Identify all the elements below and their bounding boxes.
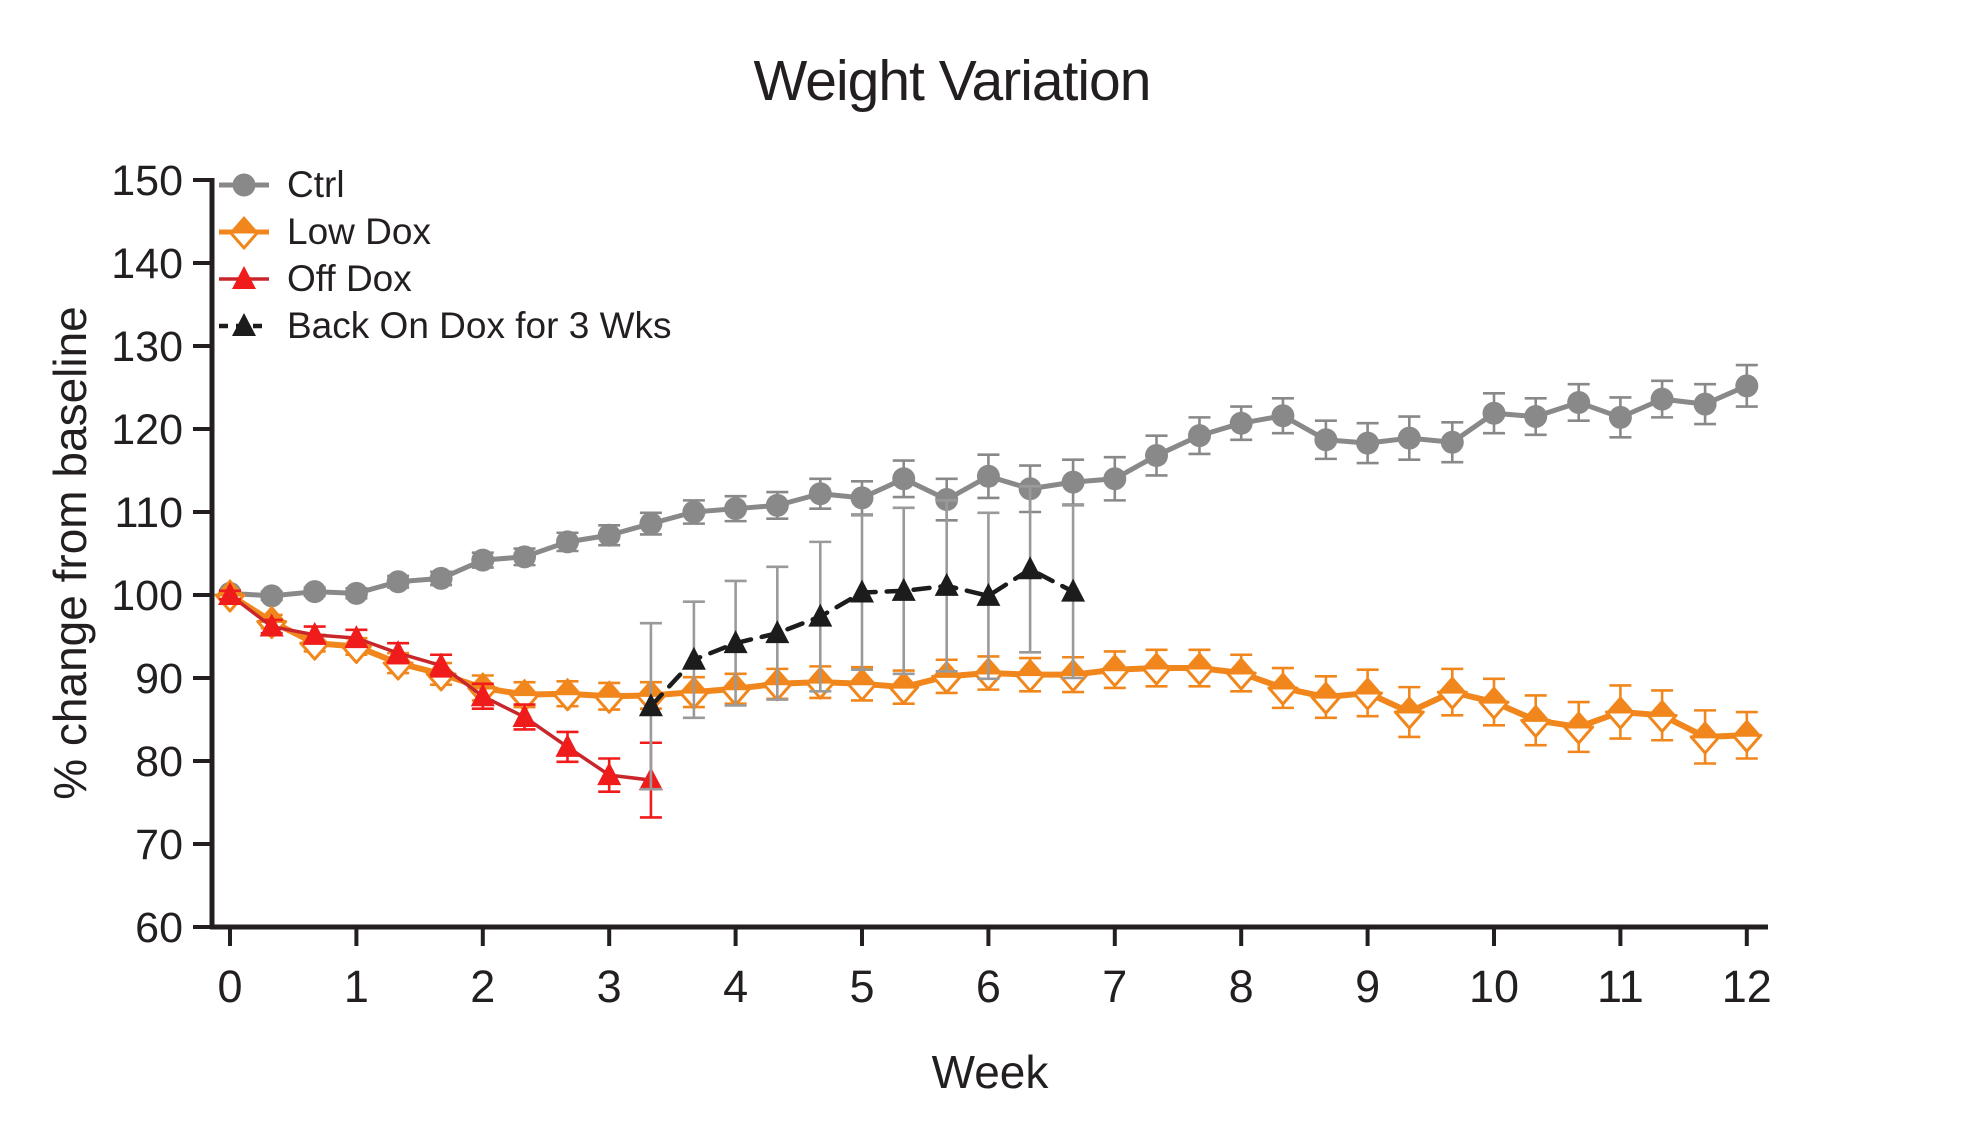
legend-label-low-dox: Low Dox bbox=[287, 210, 431, 252]
y-tick-label: 70 bbox=[135, 821, 183, 869]
markers-back-on-dox-for-3-wks bbox=[638, 556, 1086, 717]
x-tick-label: 4 bbox=[723, 961, 748, 1012]
x-tick-label: 0 bbox=[217, 961, 242, 1012]
legend-label-off-dox: Off Dox bbox=[287, 257, 412, 299]
x-tick-label: 8 bbox=[1229, 961, 1254, 1012]
y-tick-label: 140 bbox=[111, 240, 183, 288]
y-tick-label: 120 bbox=[111, 406, 183, 454]
y-tick-label: 130 bbox=[111, 323, 183, 371]
y-tick-label: 110 bbox=[114, 489, 183, 537]
legend-item-back-on-dox-for-3-wks: Back On Dox for 3 Wks bbox=[216, 302, 672, 349]
chart-title: Weight Variation bbox=[753, 49, 1152, 113]
legend-swatch-off-dox bbox=[219, 265, 269, 289]
y-tick-label: 100 bbox=[111, 572, 183, 620]
x-tick-label: 10 bbox=[1469, 961, 1519, 1012]
x-tick-label: 1 bbox=[344, 961, 369, 1012]
series-off-dox bbox=[218, 582, 663, 819]
legend-label-back-on-dox-for-3-wks: Back On Dox for 3 Wks bbox=[287, 304, 672, 346]
x-axis-label: Week bbox=[931, 1046, 1049, 1098]
x-tick-label: 9 bbox=[1355, 961, 1380, 1012]
legend-swatch-back-on-dox-for-3-wks bbox=[219, 312, 269, 336]
legend: Ctrl Low Dox Off Dox Back On Dox for 3 Wks bbox=[216, 161, 672, 349]
legend-item-low-dox: Low Dox bbox=[216, 208, 672, 255]
x-tick-label: 3 bbox=[597, 961, 622, 1012]
y-axis-ticks: 60 70 80 90 100 110 120 130 140 150 bbox=[111, 157, 212, 952]
legend-label-ctrl: Ctrl bbox=[287, 163, 345, 205]
y-tick-label: 150 bbox=[111, 157, 183, 205]
legend-swatch-low-dox bbox=[219, 215, 269, 249]
x-tick-label: 11 bbox=[1597, 961, 1644, 1012]
y-tick-label: 80 bbox=[135, 738, 183, 786]
legend-item-ctrl: Ctrl bbox=[216, 161, 672, 208]
x-tick-label: 7 bbox=[1102, 961, 1127, 1012]
legend-swatch-ctrl bbox=[219, 173, 269, 196]
error-bars-back-on-dox-for-3-wks bbox=[639, 484, 1085, 791]
legend-item-off-dox: Off Dox bbox=[216, 255, 672, 302]
series-ctrl bbox=[218, 363, 1759, 608]
y-tick-label: 90 bbox=[135, 655, 183, 703]
x-tick-label: 5 bbox=[849, 961, 874, 1012]
y-tick-label: 60 bbox=[135, 904, 183, 952]
x-tick-label: 6 bbox=[976, 961, 1001, 1012]
series-back-on-dox-for-3-wks bbox=[638, 484, 1086, 791]
error-bars-off-dox bbox=[219, 589, 662, 819]
x-axis-ticks: 0 1 2 3 4 5 6 7 8 9 10 11 12 bbox=[217, 927, 1772, 1012]
x-tick-label: 12 bbox=[1722, 961, 1772, 1012]
x-tick-label: 2 bbox=[470, 961, 495, 1012]
